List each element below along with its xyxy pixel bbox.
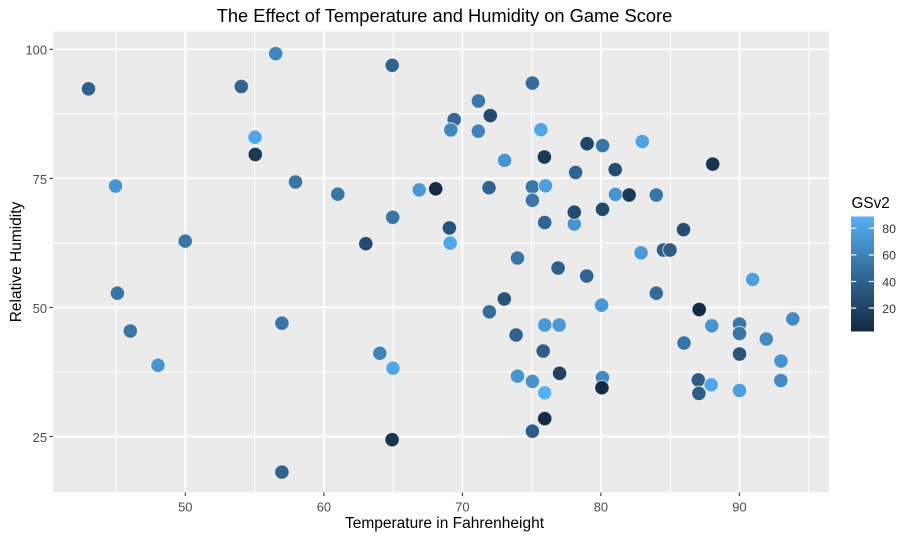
svg-text:Relative Humidity: Relative Humidity	[8, 201, 25, 322]
svg-text:90: 90	[732, 500, 746, 515]
svg-text:60: 60	[882, 249, 896, 263]
svg-text:70: 70	[455, 500, 469, 515]
svg-text:The Effect of Temperature and: The Effect of Temperature and Humidity o…	[217, 5, 673, 26]
svg-text:25: 25	[33, 430, 47, 445]
svg-text:GSv2: GSv2	[852, 195, 890, 212]
svg-text:Temperature in Fahrenheight: Temperature in Fahrenheight	[345, 515, 545, 532]
svg-text:100: 100	[25, 43, 47, 58]
svg-text:40: 40	[882, 275, 896, 289]
svg-text:60: 60	[317, 500, 331, 515]
svg-text:80: 80	[594, 500, 608, 515]
svg-text:20: 20	[882, 302, 896, 316]
svg-text:80: 80	[882, 222, 896, 236]
svg-text:75: 75	[33, 172, 47, 187]
svg-text:50: 50	[33, 301, 47, 316]
svg-text:50: 50	[178, 500, 192, 515]
